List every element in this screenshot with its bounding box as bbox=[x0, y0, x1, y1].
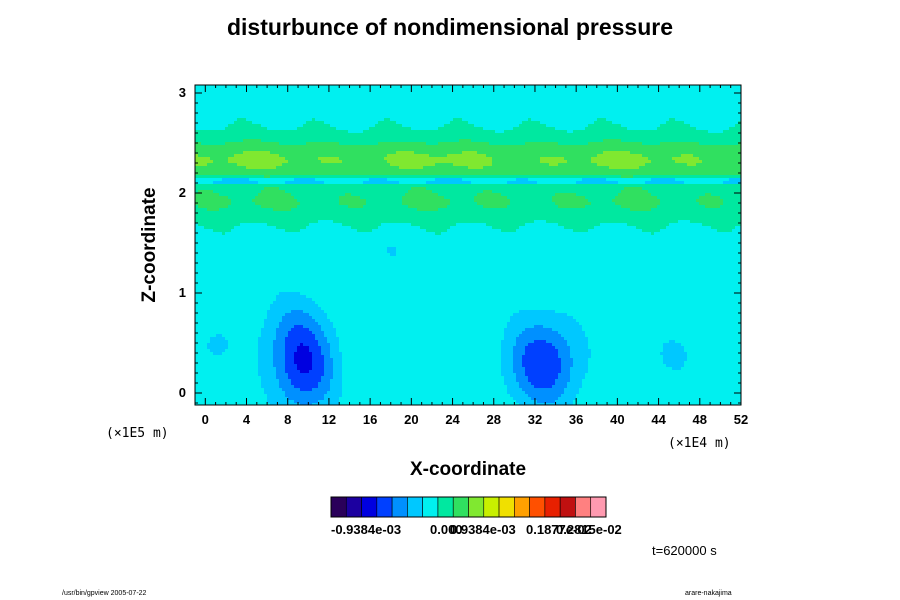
x-tick-label: 48 bbox=[685, 412, 715, 427]
colorbar-swatch bbox=[377, 497, 392, 517]
x-tick-label: 16 bbox=[355, 412, 385, 427]
colorbar-swatch bbox=[560, 497, 575, 517]
x-tick-label: 20 bbox=[396, 412, 426, 427]
colorbar-swatch bbox=[530, 497, 545, 517]
x-tick-label: 0 bbox=[190, 412, 220, 427]
colorbar-swatch bbox=[499, 497, 514, 517]
x-tick-label: 4 bbox=[232, 412, 262, 427]
colorbar bbox=[331, 497, 606, 517]
y-tick-label: 3 bbox=[166, 85, 186, 100]
y-axis-title: Z-coordinate bbox=[139, 187, 161, 302]
x-tick-label: 32 bbox=[520, 412, 550, 427]
x-tick-label: 52 bbox=[726, 412, 756, 427]
footer-command: /usr/bin/gpview 2005-07-22 bbox=[62, 590, 146, 597]
footer-author: arare-nakajima bbox=[685, 590, 732, 597]
x-tick-label: 40 bbox=[602, 412, 632, 427]
y-tick-label: 2 bbox=[166, 185, 186, 200]
colorbar-swatch bbox=[346, 497, 361, 517]
x-axis-title: X-coordinate bbox=[0, 459, 900, 481]
x-tick-label: 8 bbox=[273, 412, 303, 427]
colorbar-swatch bbox=[591, 497, 606, 517]
x-tick-label: 44 bbox=[644, 412, 674, 427]
colorbar-swatch bbox=[392, 497, 407, 517]
x-tick-label: 28 bbox=[479, 412, 509, 427]
contour-field bbox=[195, 85, 741, 405]
colorbar-swatch bbox=[545, 497, 560, 517]
colorbar-swatch bbox=[407, 497, 422, 517]
time-label: t=620000 s bbox=[652, 543, 717, 558]
x-tick-label: 24 bbox=[438, 412, 468, 427]
colorbar-swatch bbox=[453, 497, 468, 517]
colorbar-swatch bbox=[514, 497, 529, 517]
colorbar-label: 0.2815e-02 bbox=[556, 522, 622, 537]
colorbar-swatch bbox=[362, 497, 377, 517]
colorbar-swatch bbox=[438, 497, 453, 517]
y-scale-note: (×1E5 m) bbox=[106, 426, 169, 441]
colorbar-swatch bbox=[484, 497, 499, 517]
colorbar-swatch bbox=[469, 497, 484, 517]
y-tick-label: 0 bbox=[166, 385, 186, 400]
colorbar-swatch bbox=[423, 497, 438, 517]
x-tick-label: 36 bbox=[561, 412, 591, 427]
y-tick-label: 1 bbox=[166, 285, 186, 300]
colorbar-swatch bbox=[575, 497, 590, 517]
x-tick-label: 12 bbox=[314, 412, 344, 427]
colorbar-label: 0.9384e-03 bbox=[450, 522, 516, 537]
x-scale-note: (×1E4 m) bbox=[668, 436, 731, 451]
colorbar-label: -0.9384e-03 bbox=[331, 522, 401, 537]
colorbar-swatch bbox=[331, 497, 346, 517]
